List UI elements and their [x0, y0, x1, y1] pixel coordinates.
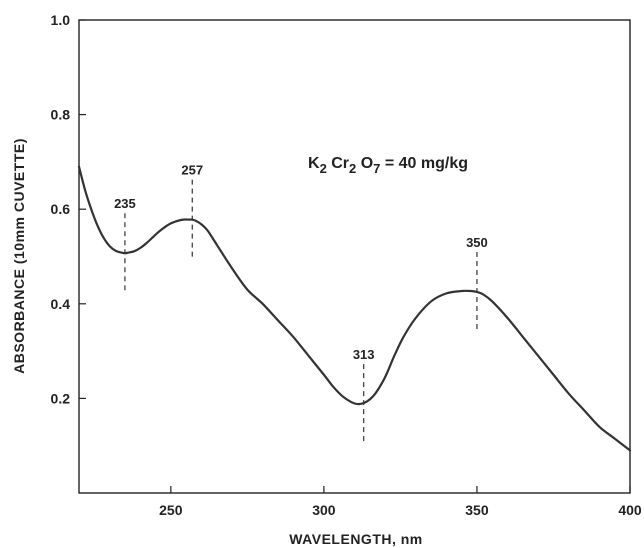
wavelength-marker-label: 313	[353, 347, 375, 362]
absorbance-curve	[77, 165, 632, 452]
formula-mid-2: O	[356, 155, 373, 172]
wavelength-marker-label: 257	[181, 163, 203, 178]
curve-layer	[77, 165, 632, 452]
y-tick-label: 0.4	[51, 296, 71, 312]
x-axis-label: WAVELENGTH, nm	[289, 531, 423, 547]
formula-mid-1: Cr	[327, 155, 349, 172]
x-tick-label: 250	[159, 502, 183, 518]
wavelength-marker-label: 350	[466, 235, 488, 250]
x-tick-label: 300	[312, 502, 336, 518]
y-tick-label: 0.8	[51, 107, 71, 123]
formula-prefix: K	[308, 155, 320, 172]
wavelength-marker-label: 235	[114, 196, 136, 211]
y-tick-label: 0.2	[51, 390, 71, 406]
ticks: 250 300 350 400 0.2 0.4 0.6 0.8 1.0	[51, 12, 642, 518]
plot-frame	[78, 19, 631, 494]
formula-sub-1: 2	[320, 161, 327, 176]
formula-sub-3: 7	[373, 161, 380, 176]
formula-suffix: = 40 mg/kg	[380, 155, 468, 172]
formula-sub-2: 2	[349, 161, 356, 176]
axes	[78, 19, 631, 494]
y-axis-label: ABSORBANCE (10mm CUVETTE)	[11, 138, 27, 374]
x-tick-label: 400	[618, 502, 642, 518]
markers: 235 257 313 350	[114, 163, 488, 445]
y-tick-label: 1.0	[51, 12, 71, 28]
formula-annotation: K2 Cr2 O7 = 40 mg/kg	[308, 155, 468, 176]
y-tick-label: 0.6	[51, 201, 71, 217]
x-tick-label: 350	[465, 502, 489, 518]
